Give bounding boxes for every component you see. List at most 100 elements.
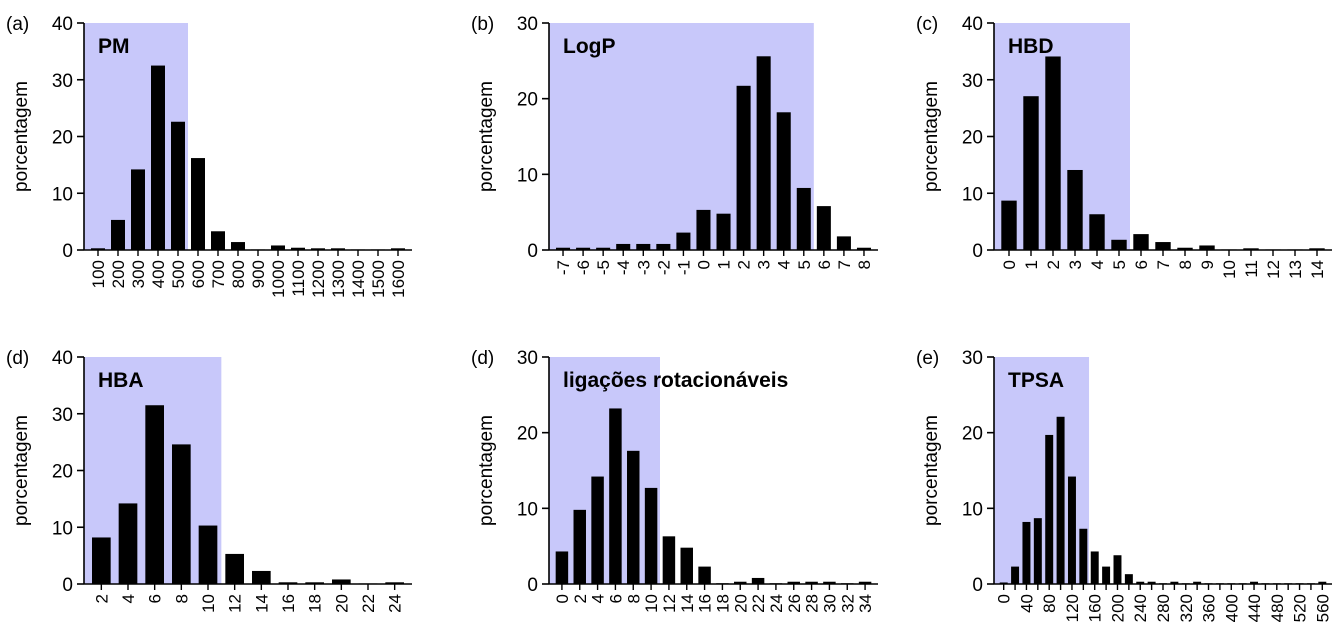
bar bbox=[1079, 528, 1088, 584]
panel-label: (c) bbox=[916, 14, 938, 35]
panel-label: (e) bbox=[916, 348, 939, 369]
x-tick-label: 12 bbox=[1264, 260, 1283, 279]
x-tick-label: -4 bbox=[614, 260, 633, 275]
x-tick-label: 11 bbox=[1242, 260, 1261, 278]
x-tick-label: 100 bbox=[89, 260, 108, 288]
bar bbox=[1033, 518, 1042, 584]
bar bbox=[836, 236, 851, 250]
x-tick-label: 0 bbox=[553, 594, 572, 603]
bar bbox=[609, 408, 622, 584]
bar bbox=[225, 553, 244, 584]
y-tick-label: 10 bbox=[962, 184, 983, 205]
bar bbox=[636, 243, 651, 250]
x-tick-label: 1100 bbox=[289, 260, 308, 297]
bar bbox=[271, 245, 285, 250]
bar bbox=[252, 570, 271, 584]
x-tick-label: 1400 bbox=[349, 260, 368, 298]
y-tick-label: 0 bbox=[972, 241, 983, 262]
y-tick-label: 0 bbox=[62, 241, 73, 262]
bar bbox=[151, 65, 165, 250]
x-tick-label: 200 bbox=[109, 260, 128, 288]
x-tick-label: 240 bbox=[1131, 594, 1150, 622]
panel-title: HBA bbox=[98, 369, 144, 392]
y-axis-title: porcentagem bbox=[921, 415, 942, 526]
y-axis-title: porcentagem bbox=[476, 415, 497, 526]
bar bbox=[696, 209, 711, 250]
x-tick-label: 26 bbox=[785, 594, 804, 613]
x-tick-label: 40 bbox=[1017, 594, 1036, 613]
x-tick-label: 18 bbox=[713, 594, 732, 613]
bar bbox=[555, 551, 569, 584]
bar bbox=[1045, 56, 1061, 250]
x-tick-label: 120 bbox=[1063, 594, 1082, 622]
x-tick-label: 20 bbox=[332, 594, 351, 613]
y-axis-title: porcentagem bbox=[11, 81, 32, 192]
panel-5: 01020300246810121416182022242628303234(d… bbox=[471, 348, 878, 613]
x-tick-label: 16 bbox=[279, 594, 298, 613]
bar bbox=[591, 476, 604, 584]
bar bbox=[211, 231, 225, 250]
x-tick-label: 0 bbox=[1000, 260, 1019, 269]
bar bbox=[1177, 247, 1193, 250]
x-tick-label: 13 bbox=[1286, 260, 1305, 279]
bar bbox=[1155, 242, 1171, 250]
bar bbox=[616, 243, 631, 250]
bar bbox=[576, 247, 591, 250]
bar bbox=[573, 509, 586, 584]
x-tick-label: 8 bbox=[1176, 260, 1195, 269]
x-tick-label: 200 bbox=[1108, 594, 1127, 622]
x-tick-label: 32 bbox=[838, 594, 857, 613]
bar bbox=[278, 582, 298, 584]
panel-title: HBD bbox=[1008, 35, 1054, 58]
bar bbox=[1102, 566, 1111, 584]
bar bbox=[171, 121, 185, 251]
y-tick-label: 30 bbox=[52, 405, 73, 426]
bar bbox=[291, 247, 305, 250]
y-tick-label: 0 bbox=[527, 241, 538, 262]
bar bbox=[1023, 96, 1039, 251]
x-tick-label: 8 bbox=[624, 594, 643, 603]
panel-title: ligações rotacionáveis bbox=[563, 369, 788, 392]
bar bbox=[91, 248, 105, 250]
x-tick-label: 4 bbox=[119, 594, 138, 603]
bar bbox=[311, 248, 325, 250]
bar bbox=[823, 581, 836, 584]
y-tick-label: 20 bbox=[962, 128, 983, 149]
x-tick-label: 800 bbox=[229, 260, 248, 288]
bar bbox=[1318, 581, 1327, 584]
x-tick-label: -7 bbox=[554, 260, 573, 275]
x-tick-label: 8 bbox=[172, 594, 191, 603]
panel-label: (b) bbox=[471, 14, 494, 35]
x-tick-label: 400 bbox=[149, 260, 168, 288]
bar bbox=[1045, 434, 1054, 584]
x-tick-label: 8 bbox=[855, 260, 874, 269]
panel-title: TPSA bbox=[1008, 369, 1064, 392]
bar bbox=[751, 577, 765, 584]
x-tick-label: 10 bbox=[199, 594, 218, 613]
x-tick-label: 7 bbox=[835, 260, 854, 269]
x-tick-label: 6 bbox=[606, 594, 625, 603]
x-tick-label: 600 bbox=[189, 260, 208, 288]
bar bbox=[596, 247, 611, 250]
x-tick-label: 320 bbox=[1177, 594, 1196, 622]
x-tick-label: 20 bbox=[731, 594, 750, 613]
bar bbox=[734, 581, 747, 584]
bar bbox=[1124, 574, 1133, 584]
x-tick-label: 480 bbox=[1268, 594, 1287, 622]
x-tick-label: 900 bbox=[249, 260, 268, 288]
bar bbox=[1250, 581, 1259, 584]
bar bbox=[858, 581, 872, 584]
bar bbox=[716, 213, 731, 250]
bar bbox=[816, 206, 831, 250]
x-tick-label: -6 bbox=[574, 260, 593, 275]
bar bbox=[1056, 416, 1065, 584]
x-tick-label: 2 bbox=[1044, 260, 1063, 269]
x-tick-label: 5 bbox=[1110, 260, 1129, 269]
x-tick-label: 80 bbox=[1040, 594, 1059, 613]
y-tick-label: 30 bbox=[517, 14, 538, 35]
y-tick-label: 0 bbox=[527, 575, 538, 596]
bar bbox=[332, 579, 351, 584]
